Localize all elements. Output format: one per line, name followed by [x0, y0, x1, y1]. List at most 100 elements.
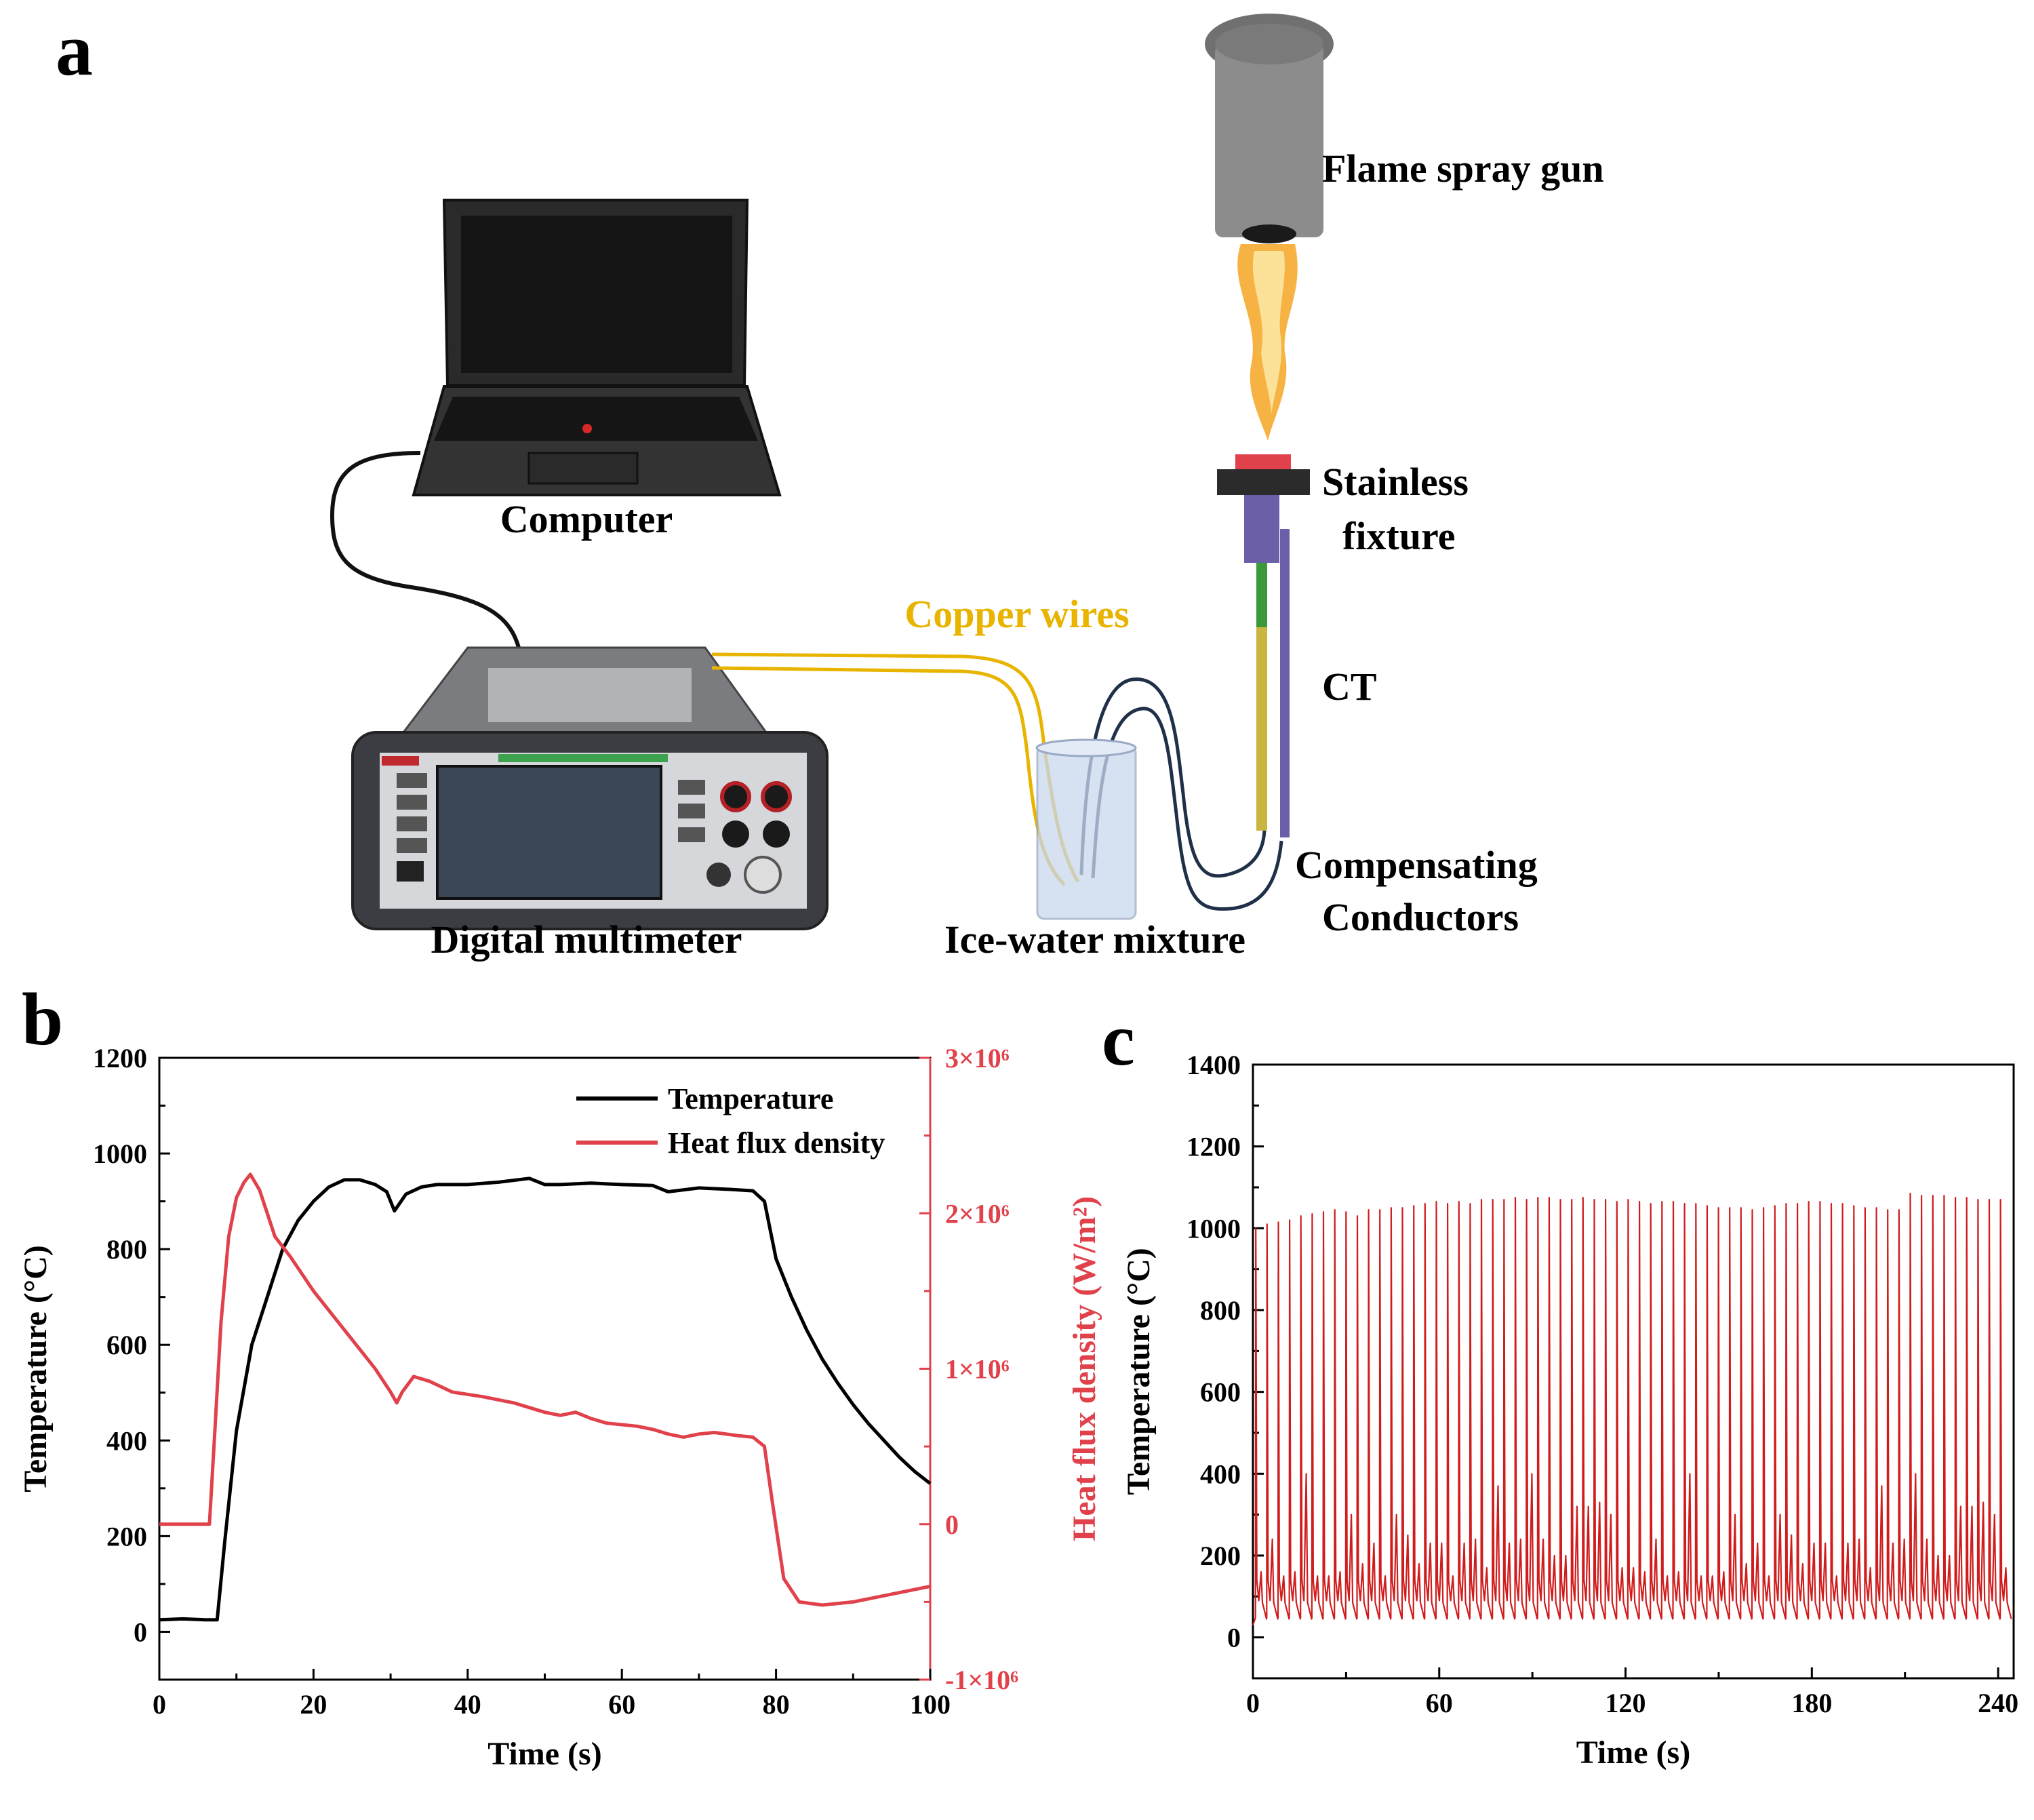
panel-c: c 0 60 120 180 240 0 200 400 600 800 1000 1200 1400 T…	[1102, 998, 2018, 1770]
panel-letter-b: b	[22, 978, 63, 1061]
x-tick-label-c: 60	[1426, 1688, 1453, 1718]
y-tick-label-b: 400	[106, 1425, 147, 1456]
label-digital-multimeter: Digital multimeter	[431, 917, 742, 962]
usb-cable	[330, 451, 521, 648]
x-tick-label-b: 80	[763, 1689, 790, 1720]
ct-holder	[1244, 495, 1279, 563]
multimeter-jack-1	[720, 781, 751, 812]
multimeter-knob	[706, 863, 731, 887]
label-ct: CT	[1322, 665, 1377, 709]
flame-inner	[1252, 251, 1285, 414]
multimeter-button-4	[397, 838, 427, 853]
y-tick-label-b: 1000	[93, 1139, 147, 1169]
multimeter-button-7	[678, 827, 705, 842]
y2-tick-label-b: 1×10⁶	[945, 1354, 1010, 1385]
y-tick-label-c: 1200	[1186, 1132, 1241, 1162]
label-flame-gun: Flame spray gun	[1322, 146, 1604, 191]
y2-tick-label-b: 2×10⁶	[945, 1198, 1010, 1229]
multimeter-illustration	[351, 646, 829, 930]
gun-top	[1215, 24, 1323, 64]
panel-b: b 0 20 40 60 80 100020040060080010001200-1×10…	[18, 978, 1102, 1772]
label-stainless-1: Stainless	[1322, 460, 1469, 504]
x-axis-title-b: Time (s)	[487, 1736, 601, 1772]
gun-barrel	[1215, 44, 1323, 237]
x-tick-label-b: 20	[300, 1689, 327, 1720]
chart-c: 0 60 120 180 240 0 200 400 600 800 1000 1200 1400 Tim…	[1121, 1050, 2018, 1770]
multimeter-jack-4	[763, 820, 790, 848]
multimeter-button-6	[678, 804, 705, 818]
plot-frame-c	[1252, 1063, 2015, 1680]
y-tick-label-c: 400	[1200, 1459, 1241, 1489]
panel-letter-c: c	[1102, 998, 1135, 1081]
ct-side-wire	[1280, 529, 1290, 837]
x-tick-label-c: 120	[1606, 1688, 1646, 1718]
label-computer: Computer	[500, 497, 673, 541]
flame-spray-gun	[1205, 14, 1334, 243]
label-compensating-1: Compensating	[1295, 843, 1538, 887]
y-axis-title-c: Temperature (°C)	[1121, 1248, 1157, 1495]
y2-axis-title-b: Heat flux density (W/m²)	[1066, 1196, 1102, 1541]
y-tick-label-b: 1200	[93, 1043, 147, 1073]
y-axis-title-b: Temperature (°C)	[18, 1245, 54, 1492]
x-tick-label-b: 60	[608, 1689, 635, 1720]
multimeter-button-5	[678, 780, 705, 795]
laptop-keyboard	[434, 397, 758, 441]
stainless-fixture	[1217, 454, 1310, 495]
y2-tick-label-b: 3×10⁶	[945, 1043, 1010, 1073]
x-tick-label-b: 40	[454, 1689, 481, 1720]
multimeter-brand	[382, 756, 419, 766]
chart-b: 0 20 40 60 80 100020040060080010001200-1×10⁶0…	[18, 1043, 1102, 1772]
ice-water-beaker	[1035, 738, 1137, 920]
ct-yellow-section	[1256, 627, 1267, 831]
multimeter-display	[436, 765, 662, 900]
trackpoint-icon	[582, 424, 592, 433]
fixture-sample	[1235, 454, 1291, 469]
y-tick-label-c: 1400	[1186, 1050, 1241, 1080]
series-line-temperature	[159, 1176, 932, 1622]
flame-icon	[1237, 244, 1298, 441]
multimeter-usb-port	[397, 861, 424, 882]
series-line-thermal-cycles	[1252, 1192, 2012, 1625]
y2-tick-label-b: 0	[945, 1509, 959, 1540]
label-compensating-2: Conductors	[1322, 895, 1519, 939]
multimeter-button-3	[397, 816, 427, 831]
label-stainless-2: fixture	[1342, 514, 1455, 558]
y-tick-label-b: 600	[106, 1330, 147, 1360]
beaker-rim	[1035, 738, 1137, 757]
multimeter-jack-3	[722, 820, 749, 848]
label-copper-wires: Copper wires	[904, 592, 1129, 636]
multimeter-strip	[498, 754, 668, 762]
multimeter-connector	[744, 856, 782, 894]
series-line-heat-flux	[159, 1172, 931, 1607]
y-tick-label-c: 0	[1227, 1623, 1241, 1653]
y-tick-label-b: 200	[106, 1521, 147, 1551]
multimeter-button-2	[397, 795, 427, 810]
laptop-touchpad	[527, 452, 639, 485]
label-ice-water: Ice-water mixture	[944, 917, 1245, 962]
y-tick-label-b: 800	[106, 1234, 147, 1265]
laptop-screen	[461, 216, 732, 373]
y-tick-label-c: 800	[1200, 1295, 1241, 1326]
fixture-plate	[1217, 469, 1310, 495]
legend-label-b: Heat flux density	[668, 1126, 885, 1160]
legend-label-b: Temperature	[668, 1082, 833, 1115]
multimeter-jack-2	[761, 781, 792, 812]
y-tick-label-c: 200	[1200, 1541, 1241, 1571]
gun-nozzle	[1242, 224, 1296, 243]
multimeter-top-label	[488, 668, 692, 722]
x-axis-title-c: Time (s)	[1576, 1735, 1690, 1770]
y-tick-label-c: 1000	[1186, 1213, 1241, 1244]
x-tick-label-c: 0	[1246, 1688, 1260, 1718]
x-tick-label-c: 180	[1791, 1688, 1832, 1718]
ct-probe	[1244, 495, 1290, 837]
y-tick-label-c: 600	[1200, 1377, 1241, 1408]
x-tick-label-b: 100	[910, 1689, 951, 1720]
y-tick-label-b: 0	[134, 1617, 147, 1647]
laptop-illustration	[412, 199, 782, 496]
x-tick-label-c: 240	[1978, 1688, 2018, 1718]
panel-a: a Computer	[56, 8, 1604, 962]
y2-tick-label-b: -1×10⁶	[945, 1665, 1018, 1695]
compensating-conductor-1	[1079, 677, 1267, 878]
x-tick-label-b: 0	[153, 1689, 166, 1720]
